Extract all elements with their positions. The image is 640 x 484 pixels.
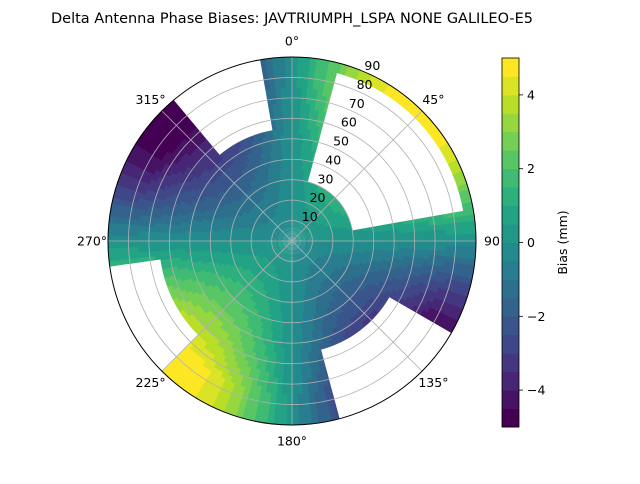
chart-title: Delta Antenna Phase Biases: JAVTRIUMPH_L… — [51, 11, 533, 27]
